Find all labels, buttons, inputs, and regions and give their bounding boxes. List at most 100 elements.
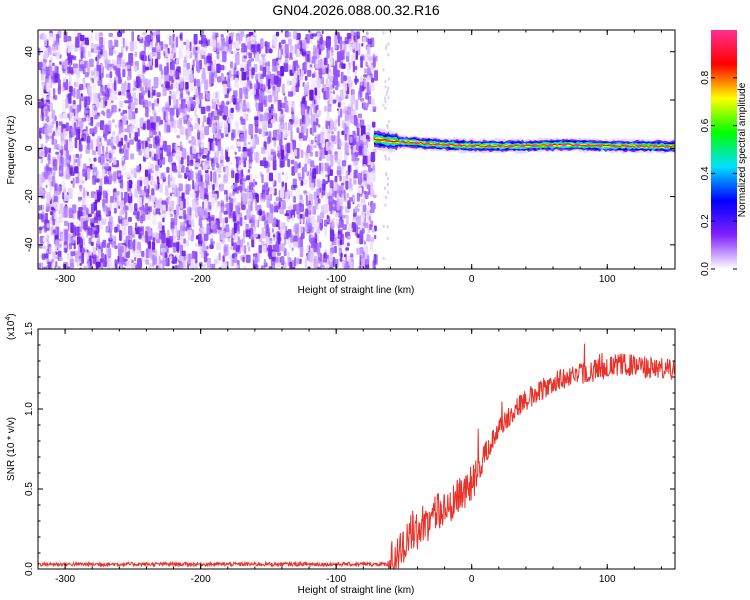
spectrogram-cell [388,77,390,81]
spectrogram-cell [271,179,275,186]
spectrogram-cell [252,179,256,188]
spectrogram-cell [280,66,284,77]
spectrogram-cell [145,248,149,259]
spectrogram-cell [227,89,230,94]
spectrogram-cell [101,99,104,108]
spectrogram-cell [265,150,270,155]
spectrogram-cell [337,32,340,40]
spectrogram-cell [282,130,288,139]
spectrogram-cell [82,237,85,247]
spectrogram-cell [356,247,361,255]
spectrogram-cell [221,148,224,157]
spectrogram-cell [46,223,50,228]
spectrogram-cell [222,262,227,269]
spectrogram-cell [242,266,248,269]
spectrogram-cell [46,192,51,201]
spectrogram-cell [86,207,89,215]
spectrogram-cell [102,259,108,267]
spectrogram-cell [311,124,315,137]
spectrogram-cell [342,224,347,230]
spectrogram-cell [250,234,255,240]
spectrogram-cell [249,163,253,168]
spectrogram-cell [262,66,267,77]
spectrogram-cell [251,214,256,226]
spectrogram-cell [166,101,170,108]
spectrogram-cell [323,252,327,259]
spectrogram-cell [294,161,298,173]
spectrogram-cell [72,154,76,166]
spectrogram-cell [355,99,359,111]
spectrogram-cell [144,169,148,177]
colorbar-ticks: 0.0 0.2 0.4 0.6 0.8 [700,70,737,276]
spectrogram-cell [48,75,52,86]
spectrogram-cell [207,141,210,151]
spectrogram-cell [373,57,376,68]
spectrogram-cell [68,55,74,60]
spectrogram-cell [128,108,133,120]
spectrogram-cell [93,194,97,200]
spectrogram-cell [240,118,246,125]
spectrogram-cell [156,92,161,98]
spectrogram-cell [287,38,292,46]
spectrogram-cell [156,138,160,147]
spectrogram-cell [43,99,47,104]
spectrogram-cell [265,65,270,72]
spectrogram-cell [179,80,184,91]
spectrogram-cell [122,223,127,236]
spectrogram-cell [180,88,184,99]
spectrogram-cell [108,32,113,37]
spectrogram-cell [72,87,76,98]
spectrogram-cell [187,253,191,265]
spectrogram-cell [328,132,331,145]
spectrogram-cell [287,158,290,168]
spectrogram-cell [341,102,346,106]
spectrogram-cell [329,71,334,83]
spectrogram-cell [309,89,314,101]
spectrogram-cell [152,38,157,43]
spectrogram-cell [356,192,360,202]
spectrogram-cell [118,132,121,136]
spectrogram-cell [243,245,247,254]
spectrogram-cell [360,253,363,258]
spectrogram-cell [259,90,265,101]
spectrogram-cell [344,105,348,109]
spectrogram-cell [232,197,236,203]
spectrogram-cell [108,99,112,107]
spectrogram-cell [176,135,181,139]
y-tick-label: 0.5 [24,482,35,496]
spectrogram-cell [331,146,334,153]
spectrogram-cell [196,78,200,89]
spectrogram-cell [169,36,173,46]
spectrogram-cell [223,244,229,256]
spectrogram-cell [266,112,272,119]
spectrogram-cell [333,121,337,129]
spectrogram-cell [254,33,257,40]
spectrogram-cell [200,132,205,140]
spectrogram-cell [229,198,234,210]
spectrogram-cell [47,123,52,134]
spectrogram-cell [178,160,181,171]
spectrogram-cell [306,245,309,252]
spectrogram-cell [169,255,173,261]
spectrogram-cell [384,46,387,50]
spectrogram-peak [520,144,526,148]
spectrogram-cell [350,94,355,105]
spectrogram-cell [59,203,63,215]
spectrogram-cell [132,111,136,120]
spectrogram-cell [314,87,318,96]
spectrogram-cell [185,184,191,192]
spectrogram-peak [414,141,420,145]
spectrogram-cell [305,34,310,44]
spectrogram-cell [281,181,285,187]
spectrogram-cell [258,72,261,79]
spectrogram-cell [84,37,89,46]
spectrogram-peak [486,144,492,148]
spectrogram-cell [166,166,170,173]
spectrogram-cell [41,71,46,76]
spectrogram-cell [224,217,229,224]
spectrogram-cell [209,191,213,200]
spectrogram-cell [272,234,276,238]
spectrogram-cell [197,98,200,104]
spectrogram-cell [109,196,114,203]
spectrogram-cell [159,230,163,240]
